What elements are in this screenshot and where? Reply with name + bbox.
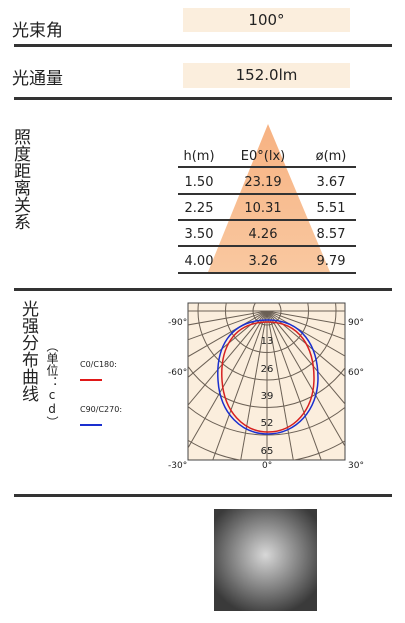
angle-label: -60° bbox=[168, 368, 187, 378]
table-cell: 3.67 bbox=[317, 175, 346, 190]
divider bbox=[14, 288, 392, 291]
divider bbox=[14, 44, 392, 47]
curve-c0 bbox=[221, 321, 315, 433]
table-cell: 5.51 bbox=[317, 201, 346, 216]
angle-label: -30° bbox=[168, 461, 187, 471]
polar-spoke bbox=[266, 310, 345, 405]
radial-label: 52 bbox=[261, 418, 274, 429]
curve-c90 bbox=[217, 319, 319, 435]
table-cell: 10.31 bbox=[244, 201, 281, 216]
beam-angle-label: 光束角 bbox=[12, 21, 63, 41]
table-cell: 2.25 bbox=[185, 201, 214, 216]
table-cell: 4.00 bbox=[185, 254, 214, 269]
radial-label: 13 bbox=[261, 336, 274, 347]
table-cell: 3.26 bbox=[249, 254, 278, 269]
table-cell: 4.26 bbox=[249, 227, 278, 242]
radial-label: 26 bbox=[261, 364, 274, 375]
polar-spoke bbox=[266, 310, 322, 460]
flux-value: 152.0lm bbox=[183, 63, 350, 88]
angle-label: 90° bbox=[348, 318, 364, 328]
beam-triangle bbox=[208, 124, 330, 272]
polar-spoke bbox=[188, 310, 268, 358]
angle-label: -90° bbox=[168, 318, 187, 328]
polar-spoke bbox=[188, 310, 268, 449]
intensity-unit: （单位：cd） bbox=[45, 340, 59, 428]
legend-c0: C0/C180: bbox=[80, 360, 117, 369]
polar-spoke bbox=[266, 310, 345, 326]
table-header: ø(m) bbox=[316, 149, 347, 164]
polar-spoke bbox=[212, 310, 268, 460]
table-cell: 23.19 bbox=[244, 175, 281, 190]
table-header: E0°(lx) bbox=[241, 149, 285, 164]
table-cell: 9.79 bbox=[317, 254, 346, 269]
polar-spoke bbox=[188, 310, 268, 341]
table-header: h(m) bbox=[183, 149, 214, 164]
polar-spoke bbox=[188, 310, 268, 378]
flux-label: 光通量 bbox=[12, 69, 63, 89]
polar-spoke bbox=[266, 310, 345, 378]
polar-spoke bbox=[266, 310, 345, 448]
radial-label: 39 bbox=[261, 391, 274, 402]
intensity-label: 光强分布曲线 bbox=[18, 300, 38, 402]
polar-spoke bbox=[266, 310, 345, 357]
table-cell: 1.50 bbox=[185, 175, 214, 190]
angle-label: 0° bbox=[262, 461, 272, 471]
legend-c90: C90/C270: bbox=[80, 405, 122, 414]
table-cell: 3.50 bbox=[185, 227, 214, 242]
polar-spoke bbox=[266, 310, 294, 460]
polar-spoke bbox=[188, 310, 268, 326]
divider bbox=[14, 494, 392, 497]
polar-spoke bbox=[188, 310, 268, 406]
illuminance-label: 照度距离关系 bbox=[10, 128, 30, 230]
table-cell: 8.57 bbox=[317, 227, 346, 242]
beam-angle-value: 100° bbox=[183, 8, 350, 32]
light-spot-image bbox=[214, 509, 317, 611]
polar-spoke bbox=[266, 310, 345, 340]
polar-spoke bbox=[240, 310, 268, 460]
divider bbox=[14, 97, 392, 100]
table-rules bbox=[178, 166, 356, 274]
radial-label: 65 bbox=[261, 446, 274, 457]
angle-label: 30° bbox=[348, 461, 364, 471]
angle-label: 60° bbox=[348, 368, 364, 378]
